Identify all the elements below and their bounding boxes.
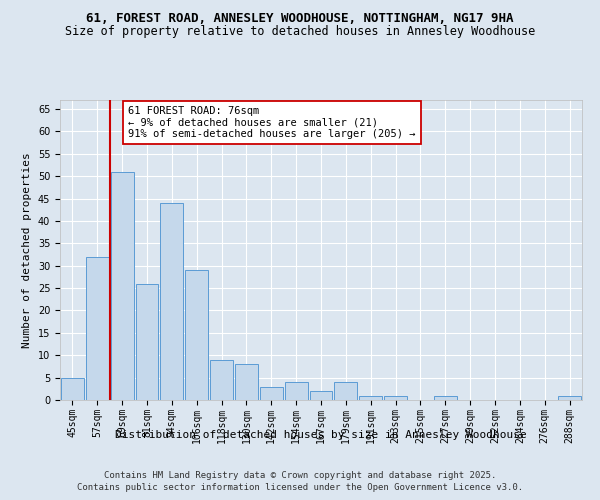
Text: 61, FOREST ROAD, ANNESLEY WOODHOUSE, NOTTINGHAM, NG17 9HA: 61, FOREST ROAD, ANNESLEY WOODHOUSE, NOT… xyxy=(86,12,514,26)
Text: Contains HM Land Registry data © Crown copyright and database right 2025.: Contains HM Land Registry data © Crown c… xyxy=(104,471,496,480)
Bar xyxy=(235,364,258,400)
Bar xyxy=(334,382,357,400)
Bar xyxy=(111,172,134,400)
Bar xyxy=(558,396,581,400)
Bar xyxy=(285,382,308,400)
Bar xyxy=(61,378,84,400)
Bar xyxy=(185,270,208,400)
Bar xyxy=(210,360,233,400)
Y-axis label: Number of detached properties: Number of detached properties xyxy=(22,152,32,348)
Bar xyxy=(384,396,407,400)
Bar xyxy=(359,396,382,400)
Bar xyxy=(434,396,457,400)
Text: Contains public sector information licensed under the Open Government Licence v3: Contains public sector information licen… xyxy=(77,484,523,492)
Text: Size of property relative to detached houses in Annesley Woodhouse: Size of property relative to detached ho… xyxy=(65,25,535,38)
Text: Distribution of detached houses by size in Annesley Woodhouse: Distribution of detached houses by size … xyxy=(115,430,527,440)
Text: 61 FOREST ROAD: 76sqm
← 9% of detached houses are smaller (21)
91% of semi-detac: 61 FOREST ROAD: 76sqm ← 9% of detached h… xyxy=(128,106,415,139)
Bar xyxy=(260,386,283,400)
Bar xyxy=(86,256,109,400)
Bar xyxy=(136,284,158,400)
Bar xyxy=(310,391,332,400)
Bar xyxy=(160,203,183,400)
